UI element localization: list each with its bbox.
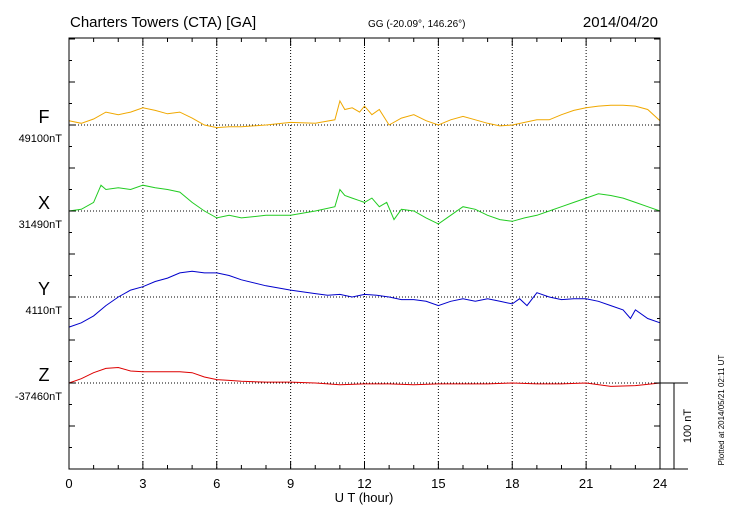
series-name-X: X: [38, 193, 50, 213]
series-baseline-Z: -37460nT: [15, 391, 62, 403]
scale-bar-label: 100 nT: [682, 409, 694, 444]
x-tick-label-18: 18: [505, 476, 519, 491]
x-tick-label-21: 21: [579, 476, 593, 491]
x-axis-label: U T (hour): [335, 490, 394, 505]
x-tick-label-0: 0: [65, 476, 72, 491]
x-tick-labels: 0 3 6 9 12 15 18 21 24: [65, 476, 667, 491]
x-tick-label-15: 15: [431, 476, 445, 491]
series-line-Z: [68, 366, 661, 387]
x-tick-label-24: 24: [653, 476, 667, 491]
series-line-Y: [68, 270, 661, 328]
series-name-Y: Y: [38, 279, 50, 299]
series-line-X: [68, 184, 661, 225]
baselines: [69, 124, 660, 384]
series-baseline-Y: 4110nT: [26, 305, 63, 317]
x-tick-label-9: 9: [287, 476, 294, 491]
series-lines: [68, 99, 661, 387]
x-tick-label-6: 6: [213, 476, 220, 491]
date-label: 2014/04/20: [583, 14, 658, 31]
plotted-timestamp: Plotted at 2014/05/21 02:11 UT: [717, 355, 726, 466]
grid: [142, 38, 587, 469]
series-name-F: F: [39, 107, 50, 127]
coordinates-label: GG (-20.09°, 146.26°): [368, 19, 466, 30]
scale-bar: 100 nT: [660, 382, 694, 470]
station-title: Charters Towers (CTA) [GA]: [70, 14, 256, 31]
series-baseline-F: 49100nT: [19, 133, 63, 145]
x-tick-label-3: 3: [139, 476, 146, 491]
series-labels: F 49100nT X 31490nT Y 4110nT Z -37460nT: [15, 107, 62, 403]
series-baseline-X: 31490nT: [19, 219, 63, 231]
axis-ticks: [68, 38, 661, 470]
series-line-F: [68, 99, 661, 129]
series-name-Z: Z: [39, 365, 50, 385]
x-tick-label-12: 12: [357, 476, 371, 491]
